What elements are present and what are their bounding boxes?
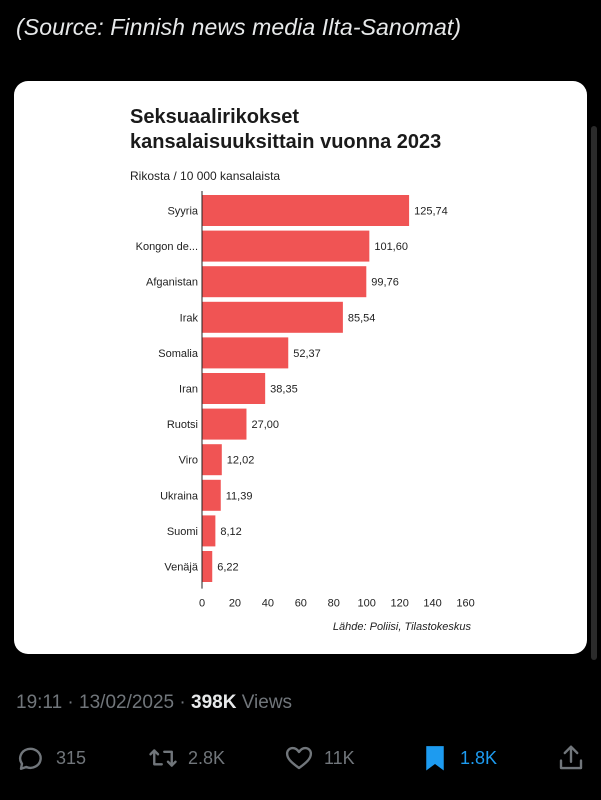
repost-button[interactable]: 2.8K bbox=[148, 738, 225, 778]
category-label: Syyria bbox=[167, 206, 198, 218]
x-tick-label: 100 bbox=[358, 598, 376, 610]
bar bbox=[202, 444, 222, 476]
category-label: Somalia bbox=[158, 348, 199, 360]
like-count: 11K bbox=[324, 747, 355, 768]
x-tick-label: 80 bbox=[328, 598, 340, 610]
action-bar: 315 2.8K 11K 1.8K bbox=[0, 738, 601, 778]
x-tick-label: 140 bbox=[423, 598, 441, 610]
bookmark-icon bbox=[420, 743, 450, 773]
bookmark-count: 1.8K bbox=[460, 747, 498, 768]
chart-source: Lähde: Poliisi, Tilastokeskus bbox=[332, 621, 471, 633]
category-label: Suomi bbox=[167, 526, 198, 538]
bar bbox=[202, 266, 367, 298]
share-icon bbox=[556, 743, 586, 773]
bar bbox=[202, 301, 343, 333]
value-label: 99,76 bbox=[371, 277, 399, 289]
value-label: 27,00 bbox=[251, 419, 279, 431]
meta-separator: · bbox=[179, 692, 186, 713]
value-label: 125,74 bbox=[414, 206, 448, 218]
x-tick-label: 120 bbox=[390, 598, 408, 610]
category-label: Irak bbox=[180, 312, 199, 324]
x-tick-label: 40 bbox=[262, 598, 274, 610]
scrollbar[interactable] bbox=[591, 126, 597, 660]
share-button[interactable] bbox=[556, 738, 586, 778]
chart-title-line-1: Seksuaalirikokset bbox=[130, 106, 299, 128]
meta-separator: · bbox=[67, 692, 74, 713]
category-label: Ruotsi bbox=[167, 419, 198, 431]
value-label: 11,39 bbox=[226, 490, 253, 502]
value-label: 38,35 bbox=[270, 384, 298, 396]
category-label: Ukraina bbox=[160, 490, 199, 502]
x-tick-label: 0 bbox=[199, 598, 205, 610]
views-count: 398K bbox=[191, 692, 237, 713]
value-label: 8,12 bbox=[220, 526, 241, 538]
value-label: 12,02 bbox=[227, 455, 255, 467]
category-label: Afganistan bbox=[146, 277, 198, 289]
repost-icon bbox=[148, 743, 178, 773]
reply-count: 315 bbox=[56, 747, 87, 768]
x-tick-label: 20 bbox=[229, 598, 241, 610]
chart-title: Seksuaalirikokset kansalaisuuksittain vu… bbox=[130, 105, 441, 155]
repost-count: 2.8K bbox=[188, 747, 226, 768]
bar bbox=[202, 479, 221, 511]
views-label: Views bbox=[241, 692, 293, 713]
tweet-date[interactable]: 13/02/2025 bbox=[79, 692, 175, 713]
category-label: Venäjä bbox=[164, 562, 199, 574]
bar bbox=[202, 408, 247, 440]
bar bbox=[202, 515, 216, 547]
value-label: 85,54 bbox=[348, 312, 376, 324]
category-label: Iran bbox=[179, 384, 198, 396]
x-tick-label: 160 bbox=[456, 598, 474, 610]
reply-button[interactable]: 315 bbox=[16, 738, 86, 778]
tweet-time[interactable]: 19:11 bbox=[16, 692, 63, 713]
value-label: 101,60 bbox=[374, 241, 408, 253]
value-label: 6,22 bbox=[217, 562, 238, 574]
heart-icon bbox=[284, 743, 314, 773]
bookmark-button[interactable]: 1.8K bbox=[420, 738, 497, 778]
bar bbox=[202, 230, 370, 262]
like-button[interactable]: 11K bbox=[284, 738, 355, 778]
category-label: Kongon de... bbox=[136, 241, 198, 253]
tweet-meta: 19:11 · 13/02/2025 · 398K Views bbox=[16, 692, 292, 714]
bar bbox=[202, 337, 289, 369]
x-tick-label: 60 bbox=[295, 598, 307, 610]
category-label: Viro bbox=[179, 455, 198, 467]
post-caption: (Source: Finnish news media Ilta-Sanomat… bbox=[16, 14, 462, 40]
chart-title-line-2: kansalaisuuksittain vuonna 2023 bbox=[130, 131, 442, 153]
reply-icon bbox=[16, 743, 46, 773]
bar bbox=[202, 373, 266, 404]
value-label: 52,37 bbox=[293, 348, 321, 360]
chart-image[interactable]: Seksuaalirikokset kansalaisuuksittain vu… bbox=[14, 81, 587, 654]
chart-subtitle: Rikosta / 10 000 kansalaista bbox=[130, 169, 281, 183]
bar bbox=[202, 195, 410, 226]
bar-chart: Syyria 125,74 Kongon de... 101,60 Afganistan… bbox=[136, 191, 475, 610]
bar bbox=[202, 551, 213, 582]
